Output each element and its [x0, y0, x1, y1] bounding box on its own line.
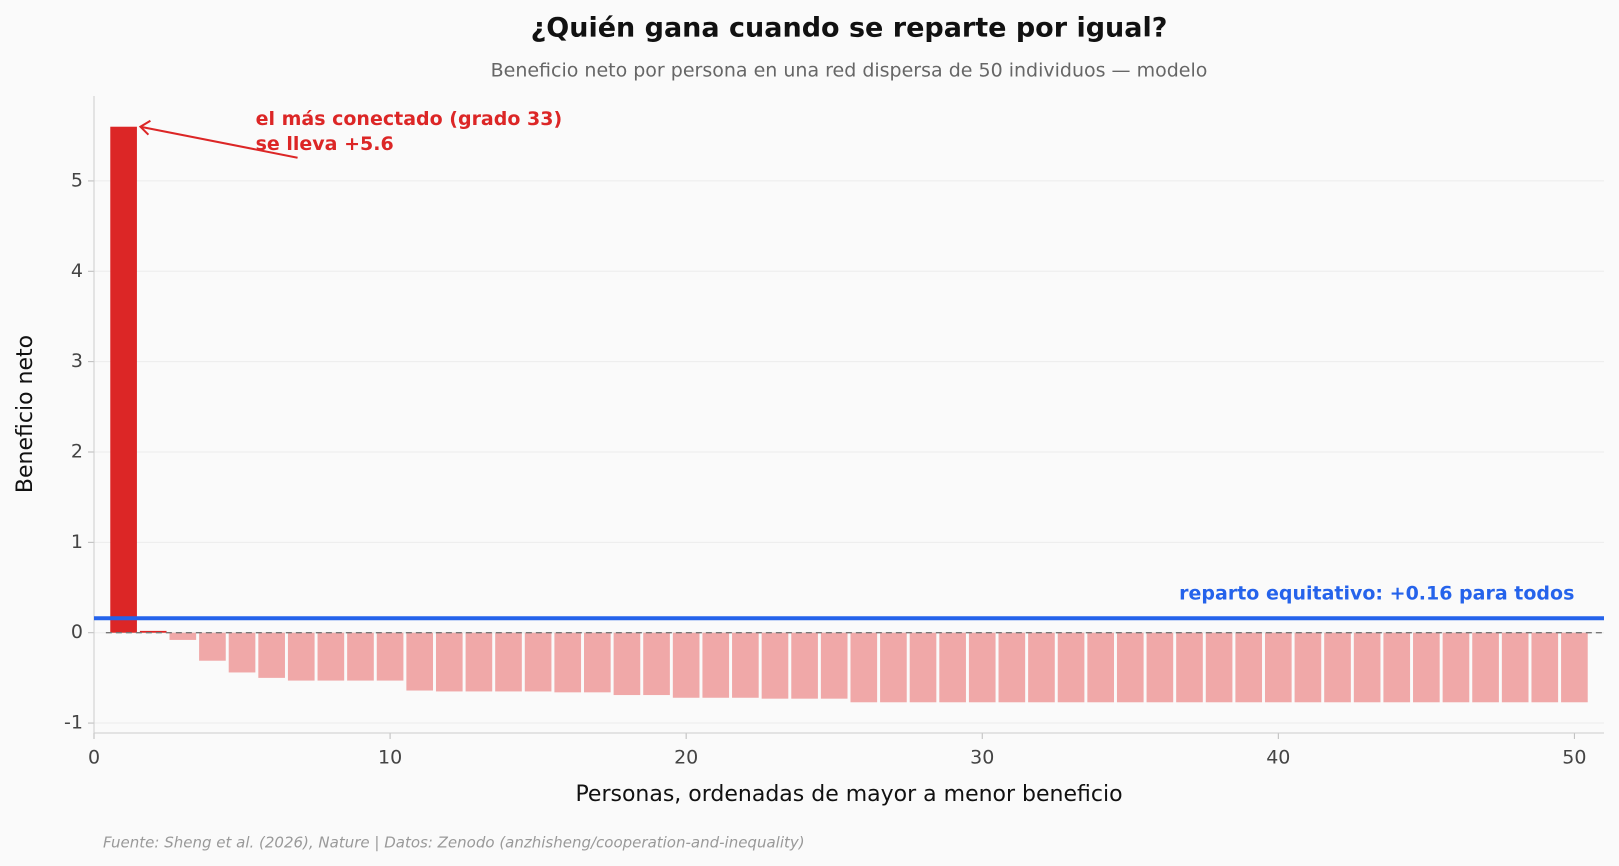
y-tick-label: -1 — [64, 712, 83, 734]
y-tick-label: 2 — [71, 440, 83, 462]
bar — [613, 632, 641, 696]
bar — [1324, 632, 1351, 703]
bar — [465, 632, 493, 692]
bar — [1235, 632, 1263, 703]
annotation-arrowhead — [138, 119, 151, 136]
bar — [524, 632, 552, 692]
bar — [791, 632, 818, 699]
bar — [1501, 632, 1529, 703]
bar — [1383, 632, 1411, 703]
annotation-text: se lleva +5.6 — [256, 133, 394, 155]
bar — [1146, 632, 1174, 703]
bar — [732, 632, 759, 698]
y-tick-label: 1 — [71, 531, 83, 553]
reference-label: reparto equitativo: +0.16 para todos — [1179, 583, 1574, 605]
y-axis-label: Beneficio neto — [13, 335, 38, 493]
bar — [317, 632, 345, 681]
bar — [199, 632, 226, 661]
source-note: Fuente: Sheng et al. (2026), Nature | Da… — [103, 834, 805, 852]
bar — [258, 632, 285, 678]
annotation-text: el más conectado (grado 33) — [256, 108, 563, 130]
bar — [820, 632, 848, 699]
x-tick-label: 40 — [1266, 747, 1290, 769]
bar — [1294, 632, 1322, 703]
bar — [1264, 632, 1292, 703]
y-tick-label: 3 — [71, 350, 83, 372]
bar — [672, 632, 700, 698]
bar — [287, 632, 315, 681]
bar — [376, 632, 404, 681]
bar — [1205, 632, 1233, 703]
bar — [761, 632, 789, 699]
x-tick-label: 20 — [674, 747, 698, 769]
chart-subtitle: Beneficio neto por persona en una red di… — [491, 60, 1208, 82]
y-tick-label: 5 — [71, 169, 83, 191]
bar — [850, 632, 878, 703]
bar — [1057, 632, 1085, 703]
bar — [643, 632, 670, 696]
bar — [1176, 632, 1203, 703]
bar — [584, 632, 611, 693]
bar — [406, 632, 434, 691]
y-tick-label: 4 — [71, 260, 83, 282]
bar — [1442, 632, 1470, 703]
bar — [1353, 632, 1381, 703]
bar — [1531, 632, 1559, 703]
bar — [495, 632, 522, 692]
bar — [1413, 632, 1440, 703]
bar — [139, 630, 167, 633]
x-tick-label: 0 — [88, 747, 100, 769]
bar — [554, 632, 582, 693]
x-axis-label: Personas, ordenadas de mayor a menor ben… — [575, 782, 1122, 807]
bar — [1116, 632, 1144, 703]
x-tick-label: 30 — [970, 747, 994, 769]
bar — [435, 632, 463, 692]
x-tick-label: 50 — [1562, 747, 1586, 769]
bar — [347, 632, 374, 681]
bar — [1561, 632, 1588, 703]
x-tick-label: 10 — [378, 747, 402, 769]
bar — [1087, 632, 1114, 703]
bar — [909, 632, 937, 703]
bar — [880, 632, 907, 703]
annotation-arrow — [140, 125, 298, 159]
bar — [998, 632, 1026, 703]
bar — [968, 632, 996, 703]
bar — [169, 632, 197, 640]
bar — [110, 126, 137, 633]
bar — [1472, 632, 1499, 703]
bar — [939, 632, 966, 703]
bar — [228, 632, 256, 673]
bar — [1028, 632, 1055, 703]
chart-title: ¿Quién gana cuando se reparte por igual? — [531, 13, 1168, 44]
y-tick-label: 0 — [71, 621, 83, 643]
bar — [702, 632, 730, 698]
